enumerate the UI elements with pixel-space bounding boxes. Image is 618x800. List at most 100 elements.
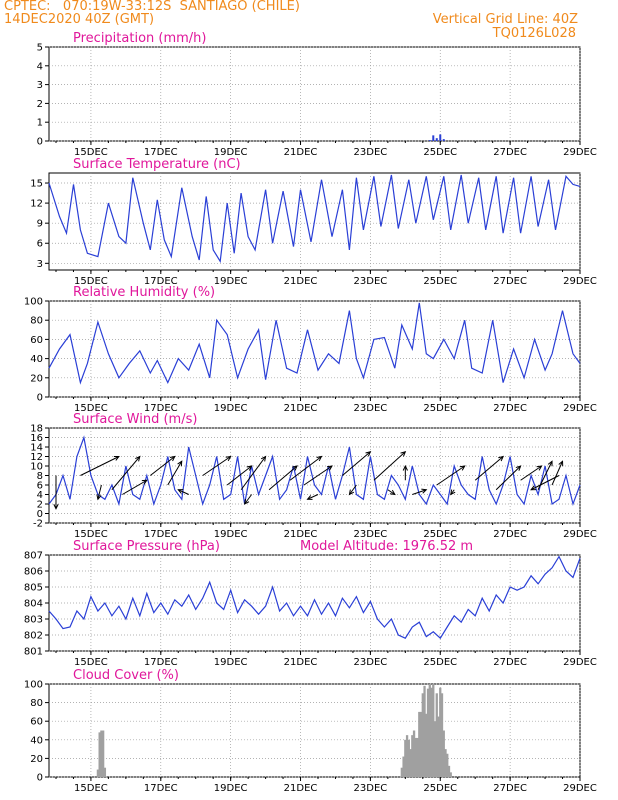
y-tick-label: 14 bbox=[30, 443, 43, 454]
bar bbox=[428, 684, 431, 777]
wind-arrow-head bbox=[113, 455, 120, 461]
header-line2-left: 14DEC2020 40Z (GMT) bbox=[4, 12, 155, 27]
y-tick-label: 40 bbox=[30, 354, 43, 365]
y-tick-label: 12 bbox=[30, 452, 43, 463]
x-tick-label: 27DEC bbox=[493, 657, 527, 668]
wind-arrow-head bbox=[135, 455, 141, 462]
wind-arrow-head bbox=[515, 465, 522, 471]
wind-arrow-shaft bbox=[530, 475, 560, 491]
y-tick-label: 20 bbox=[30, 754, 43, 765]
x-tick-label: 25DEC bbox=[423, 657, 457, 668]
y-tick-label: 100 bbox=[24, 297, 43, 308]
x-tick-label: 17DEC bbox=[144, 657, 178, 668]
y-tick-label: 802 bbox=[24, 631, 43, 642]
x-tick-label: 15DEC bbox=[74, 529, 108, 540]
bar bbox=[430, 687, 433, 777]
bar bbox=[426, 688, 430, 777]
y-tick-label: 805 bbox=[24, 583, 43, 594]
x-tick-label: 17DEC bbox=[144, 783, 178, 794]
wind-arrow-head bbox=[450, 489, 456, 496]
x-tick-label: 29DEC bbox=[563, 657, 597, 668]
y-tick-label: 4 bbox=[37, 490, 43, 501]
x-tick-label: 19DEC bbox=[214, 403, 248, 414]
x-tick-label: 27DEC bbox=[493, 147, 527, 158]
wind-arrow-head bbox=[96, 494, 102, 501]
wind-arrow-head bbox=[558, 460, 564, 467]
x-tick-label: 19DEC bbox=[214, 657, 248, 668]
wind-arrow-head bbox=[459, 465, 466, 471]
y-tick-label: 18 bbox=[30, 424, 43, 435]
wind-arrow-shaft bbox=[412, 489, 427, 495]
x-tick-label: 23DEC bbox=[354, 403, 388, 414]
bar bbox=[405, 735, 409, 777]
wind-arrow-head bbox=[141, 479, 148, 485]
wind-arrow-head bbox=[326, 465, 333, 471]
x-tick-label: 21DEC bbox=[284, 783, 318, 794]
series-line bbox=[48, 174, 581, 264]
bar bbox=[425, 713, 428, 777]
wind-arrow-head bbox=[536, 465, 543, 471]
x-tick-label: 19DEC bbox=[214, 147, 248, 158]
bar bbox=[100, 730, 103, 777]
x-tick-label: 27DEC bbox=[493, 403, 527, 414]
wind-arrow-shaft bbox=[202, 456, 231, 476]
wind-arrow-head bbox=[365, 451, 372, 457]
x-tick-label: 29DEC bbox=[563, 529, 597, 540]
wind-arrows bbox=[53, 450, 564, 510]
bar bbox=[439, 687, 442, 777]
bar bbox=[423, 685, 426, 777]
x-tick-label: 17DEC bbox=[144, 147, 178, 158]
wind-arrow-head bbox=[243, 498, 250, 505]
y-tick-label: 100 bbox=[24, 680, 43, 691]
wind-arrow-head bbox=[316, 455, 323, 462]
bar bbox=[433, 721, 437, 777]
y-tick-label: 10 bbox=[30, 462, 43, 473]
bar bbox=[439, 134, 442, 141]
y-tick-label: 9 bbox=[37, 219, 43, 230]
wind-arrow-shaft bbox=[495, 465, 521, 491]
wind-arrow-head bbox=[177, 460, 183, 467]
wind-arrow-shaft bbox=[97, 484, 102, 500]
y-tick-label: 40 bbox=[30, 735, 43, 746]
panel-annotation: Model Altitude: 1976.52 m bbox=[300, 539, 473, 554]
x-tick-label: 23DEC bbox=[354, 657, 388, 668]
wind-arrow-head bbox=[547, 460, 553, 467]
x-tick-label: 29DEC bbox=[563, 276, 597, 287]
panel-title: Cloud Cover (%) bbox=[73, 668, 179, 683]
panel-title: Surface Temperature (nC) bbox=[73, 157, 241, 172]
x-tick-label: 23DEC bbox=[354, 147, 388, 158]
x-tick-label: 17DEC bbox=[144, 276, 178, 287]
bar bbox=[435, 693, 438, 777]
wind-arrow-shaft bbox=[349, 484, 357, 495]
bar bbox=[419, 711, 423, 777]
y-tick-label: 1 bbox=[37, 118, 43, 129]
bar bbox=[432, 135, 435, 141]
header-line1-right: Vertical Grid Line: 40Z bbox=[432, 12, 578, 27]
series-line bbox=[48, 302, 581, 385]
wind-arrow-head bbox=[260, 455, 267, 462]
y-tick-label: 80 bbox=[30, 316, 43, 327]
wind-arrow-shaft bbox=[303, 465, 333, 486]
x-tick-label: 21DEC bbox=[284, 403, 318, 414]
wind-arrow-head bbox=[53, 504, 59, 510]
wind-arrow-head bbox=[306, 495, 313, 500]
y-tick-label: 15 bbox=[30, 179, 43, 190]
wind-arrow-shaft bbox=[307, 494, 319, 500]
y-tick-label: 6 bbox=[37, 239, 43, 250]
bar bbox=[416, 737, 419, 777]
y-tick-label: 60 bbox=[30, 717, 43, 728]
x-tick-label: 15DEC bbox=[74, 657, 108, 668]
bar bbox=[418, 711, 421, 777]
wind-arrow-shaft bbox=[520, 465, 542, 481]
y-tick-label: 0 bbox=[37, 773, 43, 784]
wind-arrow-shaft bbox=[226, 465, 252, 486]
bar bbox=[421, 693, 424, 777]
y-tick-label: 0 bbox=[37, 509, 43, 520]
wind-arrow-shaft bbox=[178, 489, 189, 495]
x-tick-label: 25DEC bbox=[423, 403, 457, 414]
wind-arrow-head bbox=[498, 455, 505, 462]
x-tick-label: 25DEC bbox=[423, 276, 457, 287]
wind-arrow-shaft bbox=[551, 461, 563, 486]
x-tick-label: 29DEC bbox=[563, 783, 597, 794]
y-tick-label: 8 bbox=[37, 471, 43, 482]
